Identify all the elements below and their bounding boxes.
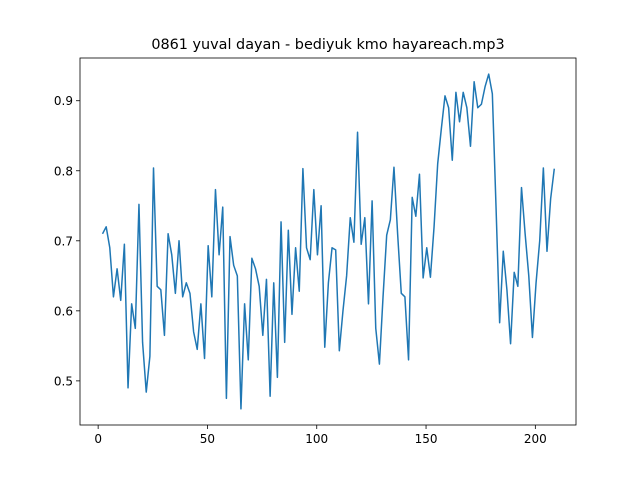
line xyxy=(101,73,556,410)
y-tick-label: 0.9 xyxy=(54,94,73,108)
x-tick-label: 200 xyxy=(524,432,547,446)
y-tick-label: 0.8 xyxy=(54,164,73,178)
x-tick-label: 50 xyxy=(200,432,215,446)
x-tick-label: 150 xyxy=(415,432,438,446)
y-tick-label: 0.6 xyxy=(54,304,73,318)
y-tick-label: 0.7 xyxy=(54,234,73,248)
axes-frame xyxy=(79,57,577,426)
y-tick-label: 0.5 xyxy=(54,374,73,388)
x-tick-label: 100 xyxy=(305,432,328,446)
x-tick-label: 0 xyxy=(94,432,102,446)
chart-title: 0861 yuval dayan - bediyuk kmo hayareach… xyxy=(151,37,504,53)
